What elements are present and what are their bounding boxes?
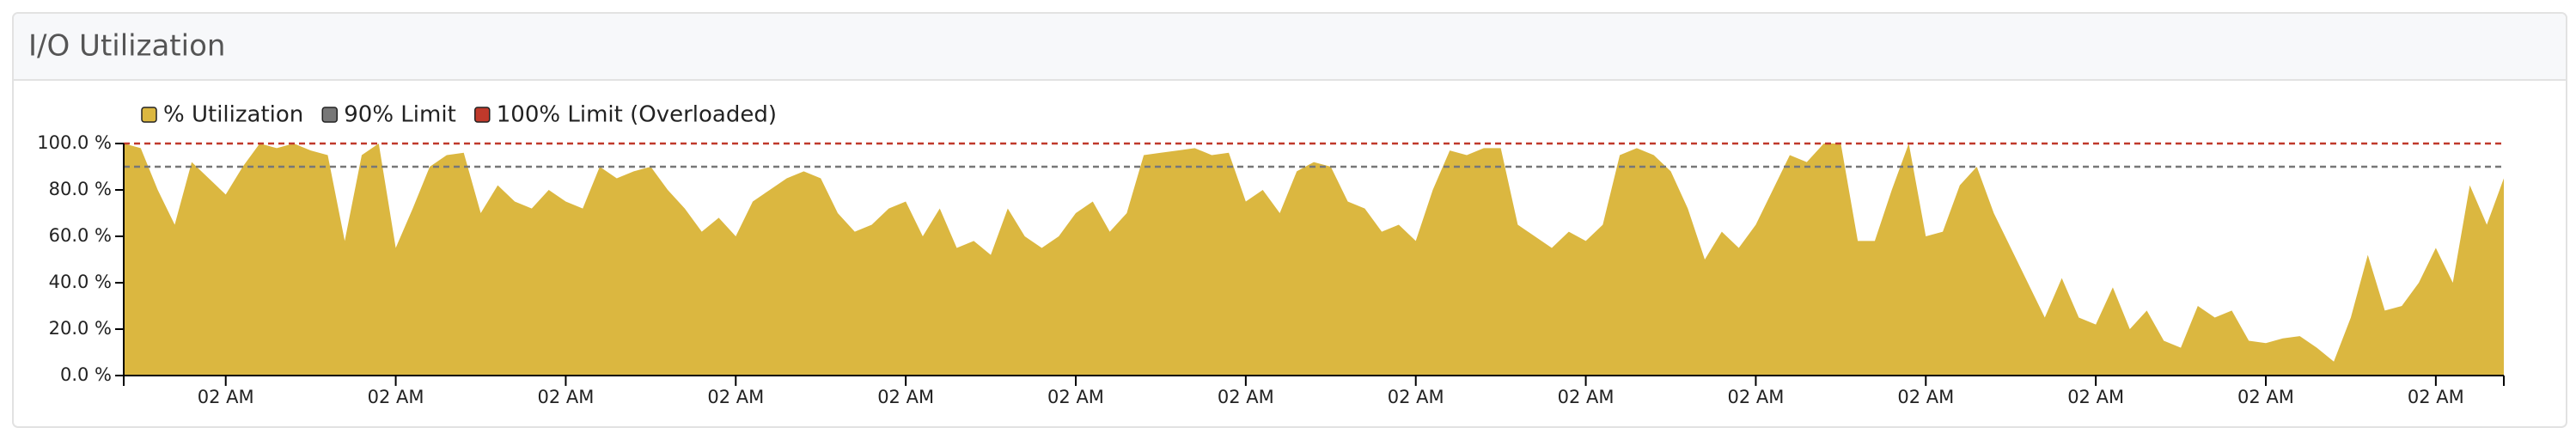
legend-label: 100% Limit (Overloaded) [497, 102, 777, 128]
x-tick-label: 02 AM [2237, 387, 2294, 407]
x-tick-label: 02 AM [1218, 387, 1274, 407]
x-tick-label: 02 AM [2408, 387, 2464, 407]
legend-label: % Utilization [163, 102, 303, 128]
panel-header [14, 14, 2566, 79]
x-tick-label: 02 AM [1897, 387, 1954, 407]
y-tick-label: 100.0 % [37, 132, 112, 153]
x-tick-label: 02 AM [1558, 387, 1615, 407]
x-tick-label: 02 AM [537, 387, 594, 407]
x-tick-label: 02 AM [1047, 387, 1104, 407]
legend-label: 90% Limit [344, 102, 456, 128]
legend-swatch [321, 107, 338, 123]
x-tick-label: 02 AM [707, 387, 764, 407]
area [124, 144, 2504, 376]
y-tick-label: 60.0 % [49, 225, 112, 246]
x-tick-label: 02 AM [198, 387, 254, 407]
y-tick-label: 0.0 % [60, 364, 112, 385]
x-tick-label: 02 AM [1727, 387, 1784, 407]
x-tick-label: 02 AM [1388, 387, 1444, 407]
x-tick-label: 02 AM [368, 387, 424, 407]
legend-swatch [141, 107, 157, 123]
y-tick-label: 40.0 % [49, 272, 112, 292]
x-tick-label: 02 AM [877, 387, 934, 407]
y-tick-label: 80.0 % [49, 179, 112, 199]
chart-title: I/O Utilization [28, 29, 225, 64]
legend-swatch [474, 107, 491, 123]
y-tick-label: 20.0 % [49, 318, 112, 339]
x-tick-label: 02 AM [2067, 387, 2124, 407]
